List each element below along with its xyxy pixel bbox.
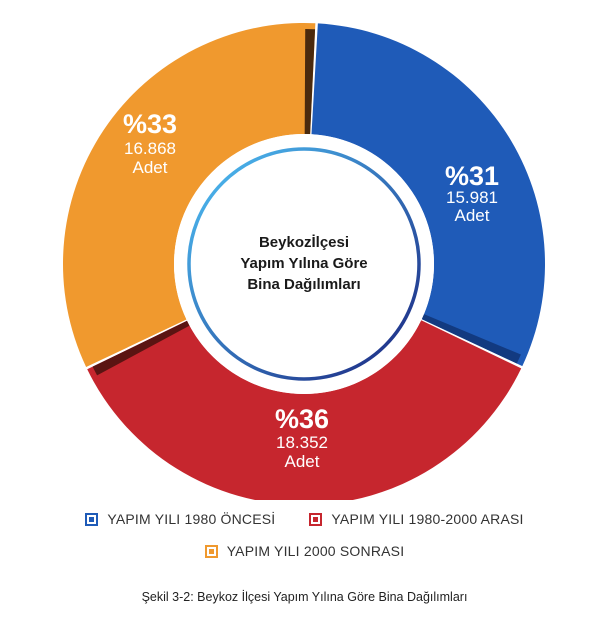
legend-item-2000-sonrasi: YAPIM YILI 2000 SONRASI [204, 543, 405, 559]
chart-title-line-3: Bina Dağılımları [247, 276, 360, 293]
donut-slice-edge-1 [92, 320, 190, 376]
center-disc [174, 134, 434, 394]
slice-label-unit-2000-sonrasi: Adet [133, 158, 168, 177]
donut-slice-1 [87, 320, 522, 500]
figure-caption: Şekil 3-2: Beykoz İlçesi Yapım Yılına Gö… [141, 590, 468, 604]
donut-chart: Beykozİlçesi Yapım Yılına Göre Bina Dağı… [63, 23, 545, 500]
legend-row-1: YAPIM YILI 1980 ÖNCESİ YAPIM YILI 1980-2… [0, 511, 609, 527]
legend-item-1980-oncesi: YAPIM YILI 1980 ÖNCESİ [85, 511, 275, 527]
slice-label-count-1980-2000: 18.352 [276, 433, 328, 452]
legend-label: YAPIM YILI 1980-2000 ARASI [331, 511, 524, 527]
center-ring [187, 147, 421, 381]
legend-swatch-blue [85, 512, 99, 526]
legend-swatch-orange [204, 544, 218, 558]
legend-label: YAPIM YILI 2000 SONRASI [226, 543, 405, 559]
slice-label-count-2000-sonrasi: 16.868 [124, 139, 176, 158]
slice-label-count-1980-oncesi: 15.981 [446, 188, 498, 207]
legend-row-2: YAPIM YILI 2000 SONRASI [0, 543, 609, 559]
donut-slice-0 [311, 23, 545, 367]
slice-label-unit-1980-oncesi: Adet [455, 206, 490, 225]
donut-slice-edge-0 [421, 314, 521, 364]
slice-label-pct-1980-oncesi: %31 [445, 161, 499, 191]
chart-title-line-2: Yapım Yılına Göre [240, 255, 367, 272]
legend-item-1980-2000: YAPIM YILI 1980-2000 ARASI [309, 511, 523, 527]
legend-swatch-red [309, 512, 323, 526]
donut-slice-edge-2 [304, 29, 316, 135]
slice-label-pct-1980-2000: %36 [275, 404, 329, 434]
donut-slice-2 [63, 23, 316, 367]
donut-slices [63, 23, 545, 500]
legend-label: YAPIM YILI 1980 ÖNCESİ [107, 511, 276, 527]
slice-label-unit-1980-2000: Adet [285, 452, 320, 471]
chart-title-line-1: Beykozİlçesi [259, 234, 349, 251]
slice-label-pct-2000-sonrasi: %33 [123, 109, 177, 139]
